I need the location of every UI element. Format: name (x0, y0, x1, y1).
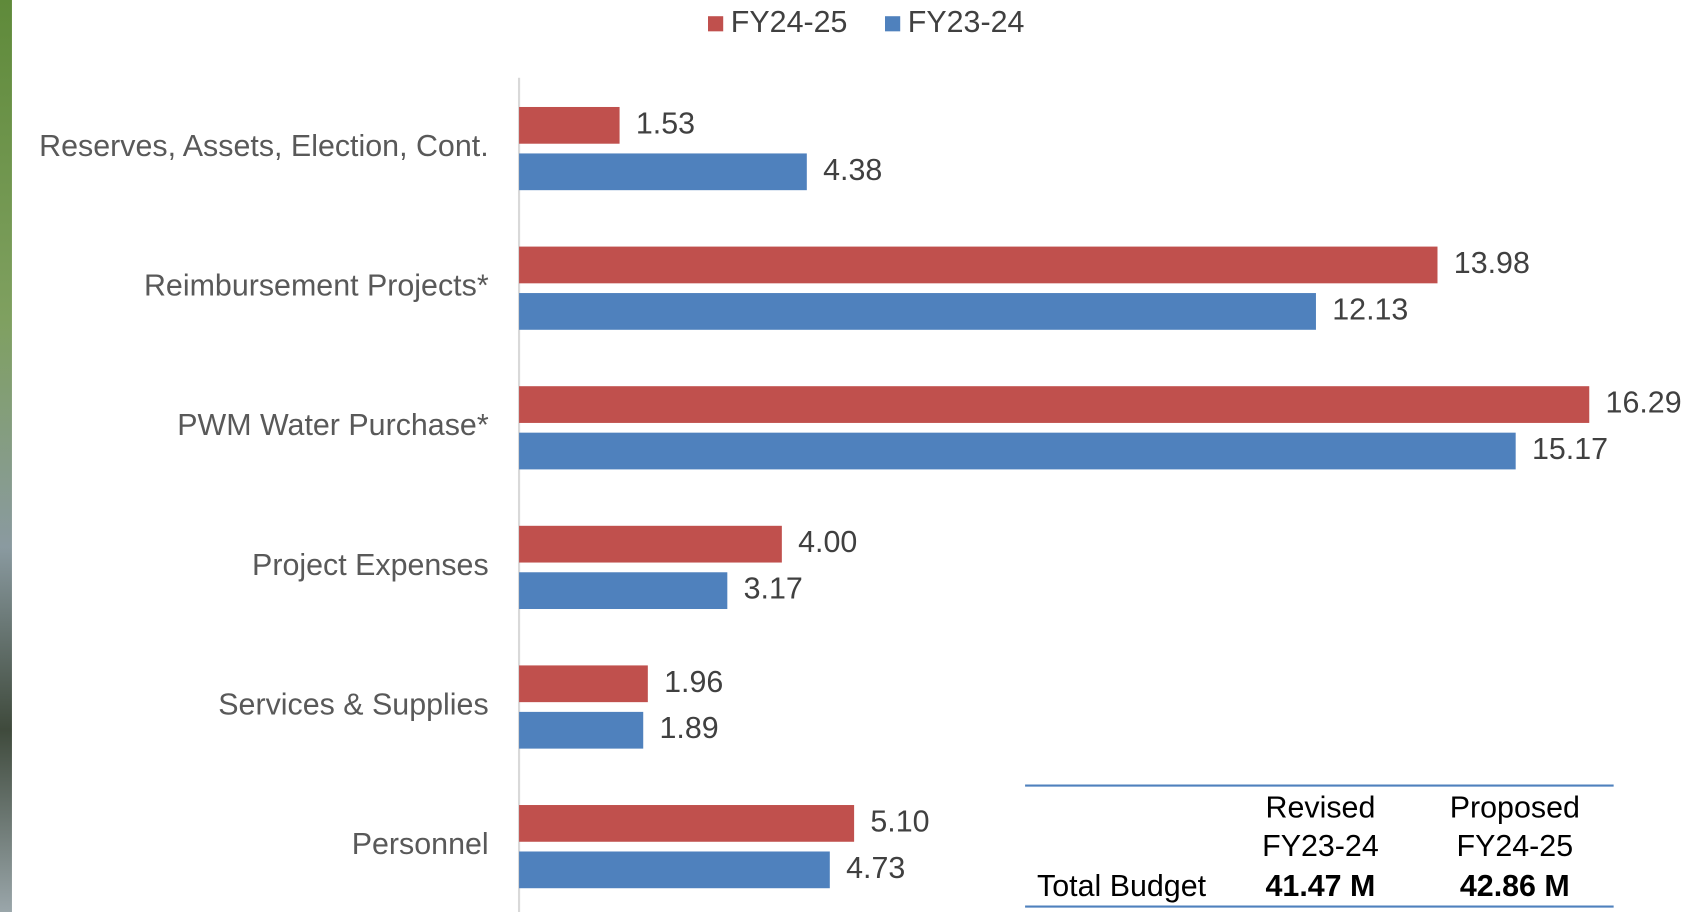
data-label: 4.38 (823, 154, 882, 187)
column-header: FY24-25 (1457, 830, 1574, 863)
column-header: FY23-24 (1262, 830, 1379, 863)
data-label: 12.13 (1332, 293, 1408, 326)
background-photo-strip (0, 0, 12, 912)
bar (519, 665, 648, 702)
data-label: 1.96 (664, 666, 723, 699)
bar (519, 386, 1589, 423)
bar (519, 107, 620, 144)
summary-table: Revised FY23-24 Proposed FY24-25 Total B… (1025, 786, 1614, 907)
legend-label: FY23-24 (908, 6, 1025, 39)
column-header: Revised (1266, 791, 1376, 824)
data-label: 15.17 (1532, 433, 1608, 466)
legend-swatch (885, 16, 900, 31)
page: FY24-25 FY23-24 Revised FY23-24 Proposed… (0, 0, 1694, 912)
bar (519, 433, 1516, 470)
data-label: 5.10 (870, 805, 929, 838)
bar (519, 851, 830, 888)
data-label: 3.17 (744, 573, 803, 606)
bar (519, 805, 854, 842)
data-label: 13.98 (1454, 247, 1530, 280)
column-header: Proposed (1450, 791, 1580, 824)
data-label: 4.73 (846, 852, 905, 885)
table-value: 42.86 M (1460, 870, 1570, 903)
bar (519, 293, 1316, 330)
chart: FY24-25 FY23-24 Revised FY23-24 Proposed… (0, 0, 1694, 912)
data-label: 4.00 (798, 526, 857, 559)
data-label: 1.53 (636, 107, 695, 140)
bar (519, 712, 643, 749)
legend: FY24-25 FY23-24 (708, 6, 1024, 39)
legend-swatch (708, 16, 723, 31)
category-label: Reimbursement Projects* (144, 270, 489, 303)
category-label: Reserves, Assets, Election, Cont. (39, 130, 488, 163)
legend-label: FY24-25 (731, 6, 848, 39)
category-label: Project Expenses (252, 549, 489, 582)
bar (519, 153, 807, 190)
bar (519, 247, 1437, 284)
row-label: Total Budget (1037, 870, 1207, 903)
category-label: PWM Water Purchase* (177, 409, 489, 442)
bar (519, 572, 727, 609)
category-label: Personnel (352, 828, 489, 861)
data-label: 16.29 (1606, 387, 1682, 420)
data-label: 1.89 (660, 712, 719, 745)
category-label: Services & Supplies (218, 689, 488, 722)
table-value: 41.47 M (1266, 870, 1376, 903)
bar (519, 526, 782, 563)
